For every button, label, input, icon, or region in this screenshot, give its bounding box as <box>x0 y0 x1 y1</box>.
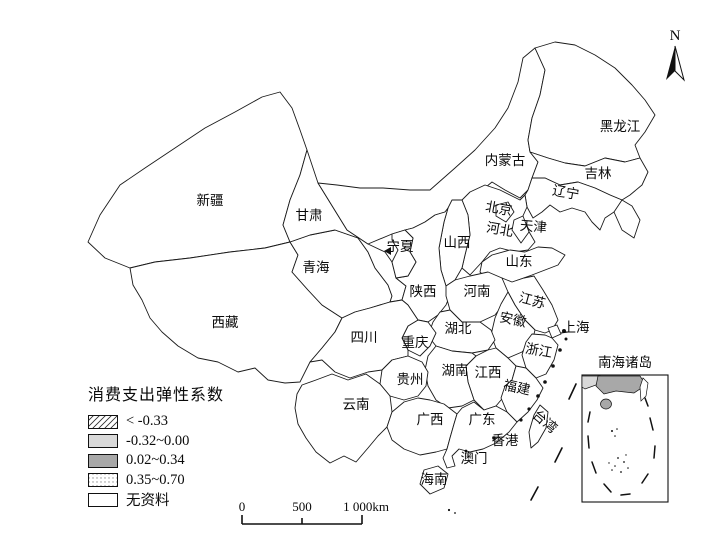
province-beijing <box>495 201 515 223</box>
label-guangdong: 广东 <box>469 412 496 427</box>
label-aomen: 澳门 <box>461 451 488 466</box>
label-jiangxi: 江西 <box>475 365 502 380</box>
scale-label-1000km: 1 000km <box>343 499 389 514</box>
province-shanghai <box>547 324 562 339</box>
north-arrow-right-half <box>674 45 685 82</box>
inset-hainan <box>600 398 612 410</box>
label-neimenggu: 内蒙古 <box>485 153 526 168</box>
inset-taiwan <box>639 377 649 402</box>
north-arrow-label: N <box>670 28 681 44</box>
province-xinjiang <box>87 91 308 269</box>
legend-item-neg032-000: -0.32~0.00 <box>88 432 268 452</box>
province-shapes <box>87 41 656 495</box>
legend-item-035-070: 0.35~0.70 <box>88 471 268 491</box>
province-taiwan <box>528 404 549 449</box>
province-heilongjiang <box>527 41 656 167</box>
north-arrow: N <box>666 28 685 82</box>
scale-label-500: 500 <box>292 499 312 514</box>
province-tianjin <box>511 215 530 244</box>
legend-item-lt-033: < -0.33 <box>88 412 268 432</box>
legend-item-002-034: 0.02~0.34 <box>88 451 268 471</box>
legend-label: < -0.33 <box>126 413 169 430</box>
inset-map: 南海诸岛 <box>581 355 669 503</box>
province-liaoning <box>524 177 623 231</box>
scale-bar <box>241 515 363 525</box>
legend-item-no-data: 无资料 <box>88 490 268 510</box>
legend-label: 无资料 <box>126 493 170 510</box>
label-xianggang: 香港 <box>492 433 520 448</box>
legend-swatch-darkgray <box>88 453 118 468</box>
legend-swatch-lightgray <box>88 434 118 449</box>
province-guangdong <box>442 401 518 469</box>
legend-title: 消费支出弹性系数 <box>88 387 225 404</box>
province-fujian <box>500 365 544 423</box>
coastal-islands <box>384 247 577 514</box>
province-hainan <box>419 465 449 495</box>
province-zhejiang <box>521 333 559 379</box>
inset-guangdong-coast <box>595 375 647 395</box>
label-tianjin: 天津 <box>519 218 547 235</box>
legend-swatch-white <box>88 492 118 507</box>
province-ningxia <box>391 229 417 279</box>
label-sichuan: 四川 <box>351 330 378 345</box>
label-beijing: 北京 <box>484 199 513 218</box>
label-xinjiang: 新疆 <box>197 193 224 208</box>
label-fujian: 福建 <box>502 377 532 397</box>
label-shaanxi: 陕西 <box>410 284 437 299</box>
label-liaoning: 辽宁 <box>551 182 580 202</box>
label-gansu: 甘肃 <box>296 208 323 223</box>
label-ningxia: 宁夏 <box>387 238 414 254</box>
legend-label: -0.32~0.00 <box>126 432 190 449</box>
inset-frame <box>581 374 669 503</box>
inset-guangxi-coast <box>581 375 601 390</box>
label-yunnan: 云南 <box>343 397 370 412</box>
label-hubei: 湖北 <box>445 321 472 336</box>
legend-label: 0.02~0.34 <box>126 452 185 469</box>
label-guizhou: 贵州 <box>397 372 424 387</box>
inset-islands <box>608 428 629 473</box>
inset-title: 南海诸岛 <box>598 355 652 370</box>
label-hunan: 湖南 <box>442 363 469 378</box>
label-guangxi: 广西 <box>417 412 444 427</box>
ningxia-leader-arrow <box>384 247 391 255</box>
label-heilongjiang: 黑龙江 <box>600 119 641 134</box>
scale-label-0: 0 <box>239 499 246 514</box>
north-arrow-left-half <box>666 46 675 80</box>
label-anhui: 安徽 <box>498 309 528 329</box>
label-shanghai: 上海 <box>563 320 590 335</box>
legend-swatch-dots <box>88 473 118 488</box>
legend-swatch-hatch <box>88 414 118 429</box>
label-jilin: 吉林 <box>585 166 613 181</box>
label-jiangsu: 江苏 <box>517 290 547 311</box>
legend-label: 0.35~0.70 <box>126 471 185 488</box>
province-anhui <box>490 291 536 359</box>
province-yunnan <box>294 373 393 464</box>
label-henan: 河南 <box>464 284 491 299</box>
inset-dash-line <box>587 397 656 496</box>
korea-outline <box>613 199 641 239</box>
label-xizang: 西藏 <box>212 315 239 330</box>
label-shandong: 山东 <box>506 254 533 269</box>
label-hebei: 河北 <box>485 220 515 240</box>
label-qinghai: 青海 <box>303 260 330 275</box>
label-shanxi: 山西 <box>444 235 471 250</box>
label-chongqing: 重庆 <box>402 335 429 350</box>
legend: 消费支出弹性系数 < -0.33 -0.32~0.00 0.02~0.34 0.… <box>88 381 268 510</box>
label-zhejiang: 浙江 <box>524 341 553 360</box>
label-hainan: 海南 <box>421 472 448 487</box>
